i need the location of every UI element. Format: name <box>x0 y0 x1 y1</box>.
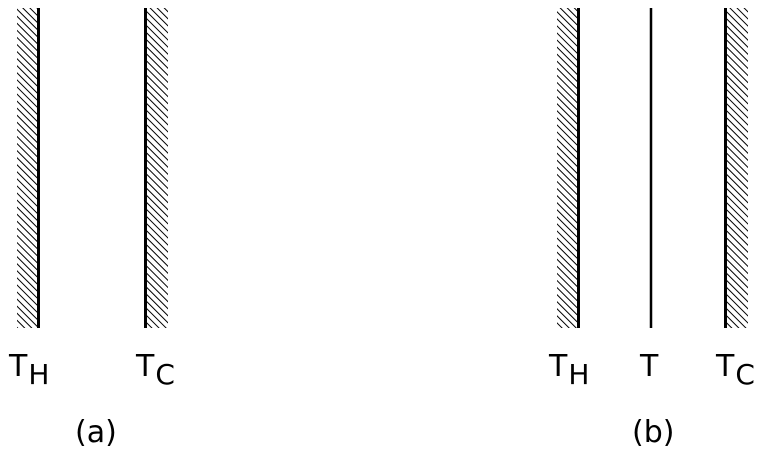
cold-wall-a <box>144 8 168 328</box>
label-subscript: C <box>735 358 755 391</box>
label-subscript: H <box>568 358 590 391</box>
panel-b <box>557 8 748 328</box>
label-th-b: TH <box>549 349 589 389</box>
cold-wall-b <box>724 8 748 328</box>
hot-wall-b <box>557 8 580 328</box>
label-symbol: T <box>549 349 568 384</box>
caption-a: (a) <box>75 415 117 450</box>
label-symbol: T <box>640 349 659 384</box>
label-tc-b: TC <box>716 349 755 389</box>
panel-a <box>17 8 168 328</box>
label-symbol: T <box>716 349 735 384</box>
hot-wall-a <box>17 8 40 328</box>
caption-b: (b) <box>632 415 675 450</box>
label-t-b: T <box>640 352 659 382</box>
label-symbol: T <box>136 349 155 384</box>
label-symbol: T <box>9 349 28 384</box>
label-subscript: H <box>28 358 50 391</box>
label-th-a: TH <box>9 349 49 389</box>
label-subscript: C <box>155 358 175 391</box>
label-tc-a: TC <box>136 349 175 389</box>
